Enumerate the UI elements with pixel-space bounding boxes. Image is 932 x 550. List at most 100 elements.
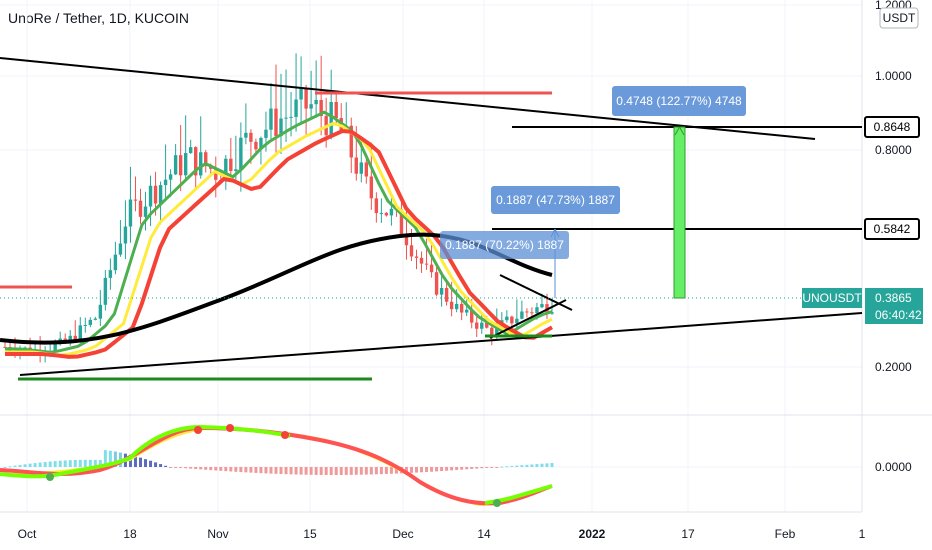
symbol-tag-countdown: 06:40:42 [875, 308, 922, 322]
candle-body [424, 263, 429, 265]
candle [204, 150, 208, 173]
candle-body [234, 169, 238, 172]
macd-hist-bar [274, 467, 278, 474]
macd-hist-bar [23, 464, 27, 467]
macd-hist-bar [374, 467, 378, 475]
candle [38, 336, 42, 363]
candle [133, 176, 138, 212]
macd-line-bull [484, 484, 553, 505]
macd-hist-bar [284, 467, 288, 475]
macd-hist-bar [8, 466, 12, 468]
candle-body [464, 309, 469, 313]
candle-body [274, 108, 278, 137]
macd-hist-bar [314, 467, 318, 475]
candle [103, 270, 108, 311]
macd-hist-bar [485, 467, 489, 468]
candle-body [224, 158, 228, 181]
candle-body [434, 272, 439, 295]
price-pane [0, 53, 554, 363]
macd-hist-bar [465, 467, 469, 470]
candle [183, 115, 188, 181]
candle-body [204, 152, 208, 167]
candle-body [118, 243, 123, 255]
macd-hist-bar [430, 467, 434, 472]
macd-hist-bar [73, 459, 77, 467]
macd-hist-bar [83, 459, 87, 467]
pennant-upper-line [499, 274, 573, 311]
candle [299, 56, 303, 122]
macd-pane [0, 424, 554, 507]
macd-hist-bar [154, 462, 158, 467]
macd-hist-bar [189, 467, 193, 469]
macd-hist-bar [164, 465, 168, 467]
macd-hist-bar [384, 467, 388, 474]
macd-hist-bar [254, 467, 258, 473]
macd-hist-bar [13, 465, 17, 467]
candle [515, 299, 519, 332]
candle-body [269, 108, 273, 130]
candle-body [73, 335, 77, 341]
candle-body [199, 152, 203, 176]
candle [83, 317, 87, 333]
x-tick-label: 17 [681, 527, 695, 541]
candle [148, 175, 153, 226]
candle [459, 301, 464, 321]
descending-trendline [0, 57, 816, 140]
macd-hist-bar [229, 467, 233, 472]
candle-body [334, 101, 338, 119]
candle-body [193, 147, 198, 176]
macd-hist-bar [344, 467, 348, 475]
candle [444, 280, 449, 306]
candle-body [178, 155, 183, 176]
macd-hist-bar [445, 467, 449, 471]
candle-body [309, 104, 313, 109]
macd-y-tick-label: 0.0000 [875, 460, 912, 474]
macd-hist-bar [239, 467, 243, 473]
candle-body [284, 117, 288, 119]
macd-hist-bar [520, 465, 524, 467]
macd-hist-bar [244, 467, 248, 473]
measure-callout-box [491, 186, 620, 214]
macd-hist-bar [440, 467, 444, 472]
candle-body [103, 277, 108, 305]
macd-hist-bar [249, 467, 253, 473]
target-level-tag-label: 0.5842 [874, 222, 911, 236]
candle-body [329, 101, 333, 136]
macd-hist-bar [379, 467, 383, 475]
macd-hist-bar [149, 460, 153, 467]
candle-body [515, 318, 519, 324]
macd-cross-marker [46, 473, 54, 481]
x-tick-label-partial: 1 [859, 527, 866, 541]
target-level-tag-box [864, 116, 920, 138]
candle [510, 315, 514, 327]
candle [304, 84, 308, 136]
candle-body [294, 99, 298, 117]
symbol-tag-price: 0.3865 [875, 291, 912, 305]
macd-hist-bar [214, 467, 218, 471]
measure-callout-box [440, 231, 569, 259]
candle-body [264, 129, 268, 138]
macd-hist-bar [470, 467, 474, 469]
candle [163, 144, 168, 198]
macd-hist-bar [364, 467, 368, 475]
ma-slow-line [5, 128, 553, 359]
candle-body [259, 137, 263, 150]
candle-body [304, 88, 308, 109]
candle [239, 122, 243, 192]
macd-hist-bar [394, 467, 398, 474]
candle [319, 55, 323, 136]
candle-body [113, 254, 118, 271]
measure-callout: 0.1887 (47.73%) 1887 [491, 186, 620, 214]
currency-badge-label: USDT [883, 11, 916, 25]
candle-body [379, 212, 384, 214]
candle-body [133, 199, 138, 201]
candle [414, 249, 419, 270]
candle-body [414, 256, 419, 258]
candle-body [384, 212, 389, 216]
candle-body [68, 335, 72, 343]
candle [464, 297, 469, 317]
candle [118, 220, 123, 257]
candle-body [354, 157, 358, 174]
